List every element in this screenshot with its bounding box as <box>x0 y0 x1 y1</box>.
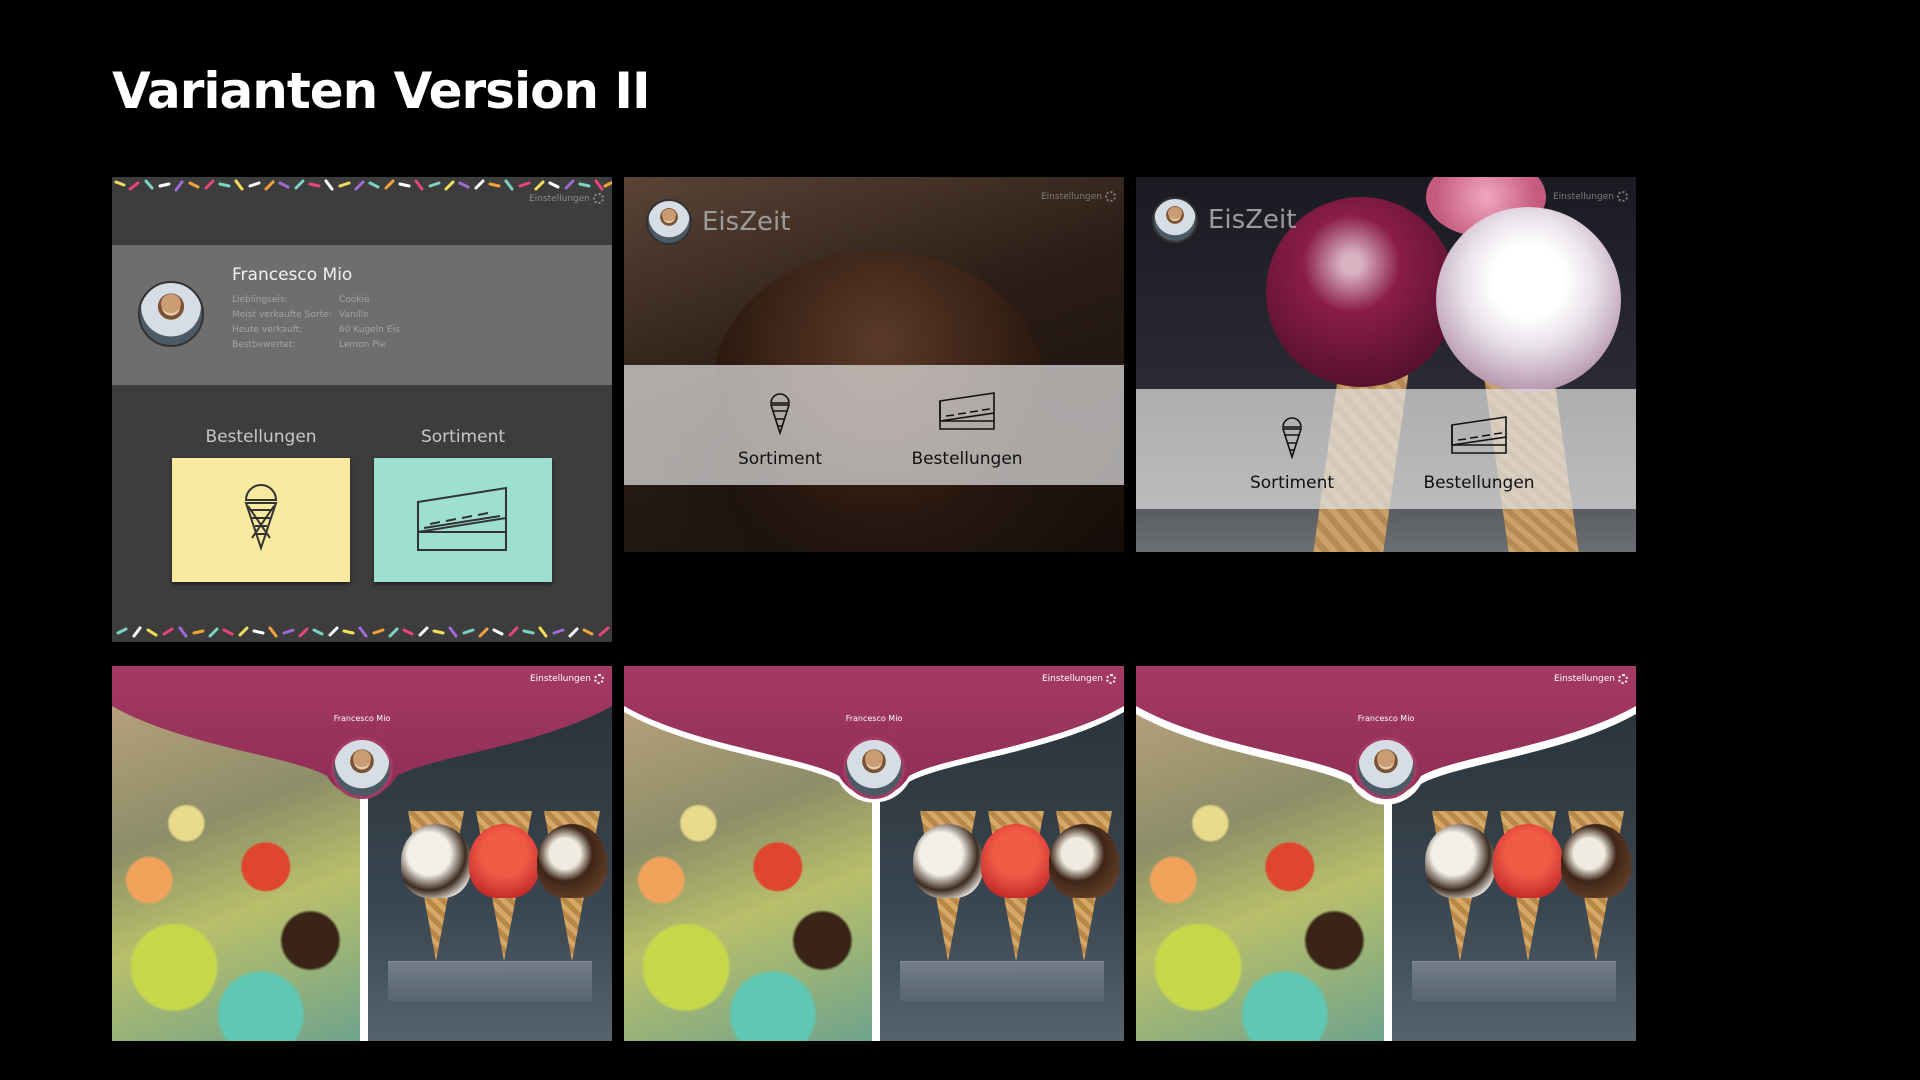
scoop-graphic <box>1425 824 1495 898</box>
range-button[interactable]: Sortiment <box>1217 407 1367 507</box>
header-wave <box>112 666 612 797</box>
settings-label: Einstellungen <box>528 193 590 204</box>
scoop-graphic <box>1049 824 1119 898</box>
stat-row: Meist verkaufte Sorte: Vanille <box>232 308 400 323</box>
brand: EisZeit <box>646 199 790 245</box>
avatar <box>646 199 692 245</box>
scoop-graphic <box>1493 824 1563 898</box>
cone-stand <box>900 961 1104 1001</box>
variant-mock-2: EisZeit Einstellungen Sortiment Bestellu… <box>624 177 1124 552</box>
orders-tile[interactable] <box>172 458 350 582</box>
variant-mock-5: Einstellungen Francesco Mio <box>624 666 1124 1041</box>
scoop-graphic <box>913 824 983 898</box>
stat-value: Cookie <box>339 295 370 305</box>
variant-mock-6: Einstellungen Francesco Mio <box>1136 666 1636 1041</box>
variant-mock-4: Einstellungen Francesco Mio <box>112 666 612 1041</box>
menu-band: Sortiment Bestellungen <box>1136 389 1636 509</box>
gear-icon <box>1617 191 1628 202</box>
settings-link[interactable]: Einstellungen <box>1041 191 1116 202</box>
settings-link[interactable]: Einstellungen <box>1554 674 1628 684</box>
profile-name: Francesco Mio <box>333 714 391 723</box>
ice-cream-cone-icon <box>1281 417 1303 459</box>
ice-cream-display-icon <box>1451 416 1507 454</box>
range-label: Sortiment <box>420 427 506 447</box>
gear-icon <box>1106 674 1116 684</box>
settings-label: Einstellungen <box>1041 674 1103 684</box>
scoop-graphic <box>1436 207 1621 392</box>
stat-row: Heute verkauft: 60 Kugeln Eis <box>232 323 400 338</box>
stat-row: Lieblingseis: Cookie <box>232 293 400 308</box>
gear-icon <box>593 193 604 204</box>
range-button[interactable]: Sortiment <box>705 383 855 483</box>
brand-name: EisZeit <box>702 207 791 237</box>
gear-icon <box>594 674 604 684</box>
ice-cream-display-icon <box>417 486 507 551</box>
stat-value: Vanille <box>339 310 369 320</box>
settings-label: Einstellungen <box>529 674 591 684</box>
settings-label: Einstellungen <box>1552 191 1614 202</box>
scoop-graphic <box>981 824 1051 898</box>
stat-key: Meist verkaufte Sorte: <box>232 310 332 320</box>
orders-label: Bestellungen <box>205 427 317 447</box>
range-tile[interactable] <box>374 458 552 582</box>
stat-row: Bestbewertet: Lemon Pie <box>232 338 400 353</box>
ice-cream-cone-icon <box>244 484 278 552</box>
profile-name: Francesco Mio <box>1357 714 1415 723</box>
settings-label: Einstellungen <box>1040 191 1102 202</box>
avatar <box>843 737 905 799</box>
orders-label: Bestellungen <box>1423 473 1535 493</box>
stat-key: Heute verkauft: <box>232 325 303 335</box>
cones-photo <box>1392 706 1636 1041</box>
brand-name: EisZeit <box>1208 205 1297 235</box>
variant-mock-1: Einstellungen Francesco Mio Lieblingseis… <box>112 177 612 642</box>
stat-value: 60 Kugeln Eis <box>339 325 400 335</box>
settings-link[interactable]: Einstellungen <box>1553 191 1628 202</box>
ice-cream-cone-icon <box>769 393 791 435</box>
avatar <box>1152 197 1198 243</box>
scoop-graphic <box>401 824 471 898</box>
profile-panel: Francesco Mio Lieblingseis: Cookie Meist … <box>112 245 612 385</box>
range-label: Sortiment <box>737 449 823 469</box>
scoop-graphic <box>1561 824 1631 898</box>
orders-button[interactable]: Bestellungen <box>892 383 1042 483</box>
cone-stand <box>1412 961 1616 1001</box>
profile-name: Francesco Mio <box>845 714 903 723</box>
settings-link[interactable]: Einstellungen <box>530 674 604 684</box>
gear-icon <box>1105 191 1116 202</box>
slide-title: Varianten Version II <box>112 62 651 120</box>
stat-key: Lieblingseis: <box>232 295 288 305</box>
ice-cream-display-icon <box>939 392 995 430</box>
orders-label: Bestellungen <box>911 449 1023 469</box>
scoop-graphic <box>469 824 539 898</box>
profile-name: Francesco Mio <box>232 265 353 285</box>
menu-band: Sortiment Bestellungen <box>624 365 1124 485</box>
avatar <box>138 281 204 347</box>
brand: EisZeit <box>1152 197 1296 243</box>
scoop-graphic <box>537 824 607 898</box>
avatar <box>331 737 393 799</box>
range-label: Sortiment <box>1249 473 1335 493</box>
cone-stand <box>388 961 592 1001</box>
sprinkles-border-top <box>114 179 612 192</box>
scoop-graphic <box>1266 197 1456 387</box>
settings-link[interactable]: Einstellungen <box>1042 674 1116 684</box>
stat-value: Lemon Pie <box>339 340 386 350</box>
avatar <box>1355 737 1417 799</box>
variant-mock-3: EisZeit Einstellungen Sortiment Bestellu… <box>1136 177 1636 552</box>
settings-label: Einstellungen <box>1553 674 1615 684</box>
settings-link[interactable]: Einstellungen <box>529 193 604 204</box>
stat-key: Bestbewertet: <box>232 340 296 350</box>
orders-button[interactable]: Bestellungen <box>1404 407 1554 507</box>
sprinkles-border-bottom <box>116 626 610 638</box>
profile-stats: Lieblingseis: Cookie Meist verkaufte Sort… <box>232 293 400 353</box>
gear-icon <box>1618 674 1628 684</box>
